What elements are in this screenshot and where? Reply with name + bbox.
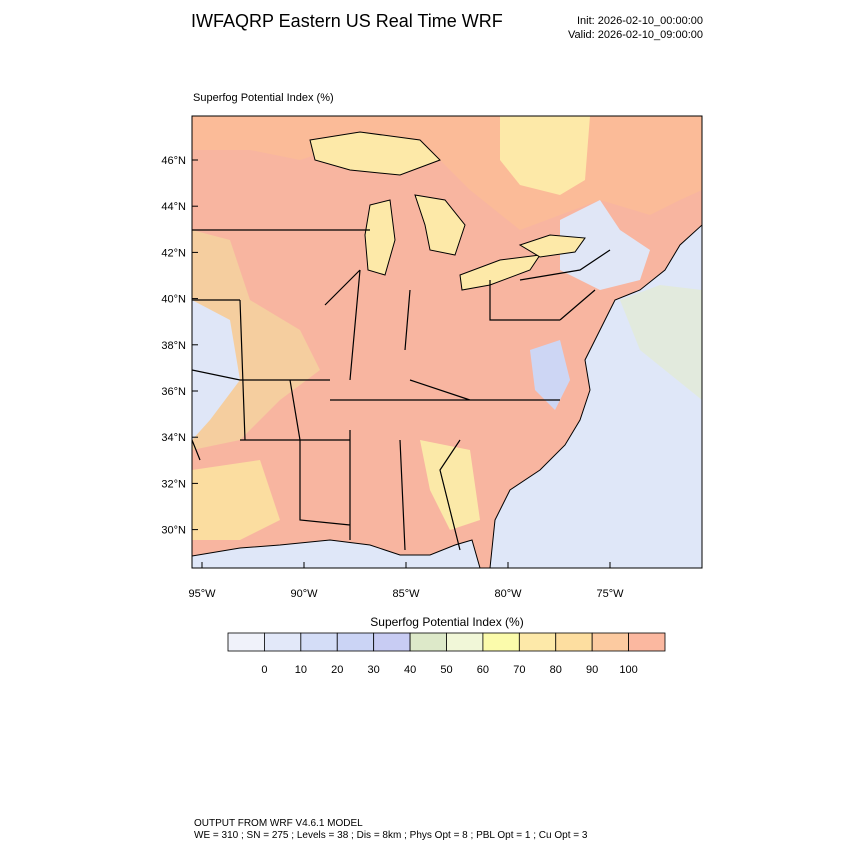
lon-tick-label: 90°W [290,588,318,600]
lat-tick-label: 44°N [161,201,186,213]
colorbar-label: 30 [368,664,380,676]
map [191,115,703,569]
colorbar-label: 70 [513,664,525,676]
colorbar-label: 90 [586,664,598,676]
lon-tick-label: 95°W [188,588,216,600]
map-label: Superfog Potential Index (%) [193,92,334,104]
lat-tick-label: 34°N [161,432,186,444]
colorbar-box [264,632,302,652]
lat-tick-label: 30°N [161,525,186,537]
yellow-patch [420,440,480,530]
lat-tick-label: 32°N [161,478,186,490]
colorbar-label: 80 [550,664,562,676]
init-time: Init: 2026-02-10_00:00:00 [577,15,703,27]
footer-line: OUTPUT FROM WRF V4.6.1 MODEL [194,818,363,829]
colorbar-box [518,632,557,652]
blue-patch [192,300,240,440]
colorbar-box [446,632,484,652]
canada-patch [500,116,590,195]
lake-michigan [364,199,396,276]
map-frame [191,115,703,569]
title: IWFAQRP Eastern US Real Time WRF [191,11,503,31]
lake-erie [459,254,542,291]
colorbar-box [628,632,666,652]
gulf [192,539,481,568]
lat-tick-label: 40°N [161,294,186,306]
blue-patch [530,340,570,410]
colorbar-label: 0 [261,664,267,676]
colorbar-label: 20 [331,664,343,676]
lat-tick-label: 38°N [161,340,186,352]
state-lines [192,229,611,551]
colorbar-box [555,632,593,652]
lake-huron [414,194,466,256]
blue-patch [560,200,650,290]
lat-tick-label: 36°N [161,386,186,398]
colorbar-box [591,632,629,652]
yellow-patch [192,460,280,540]
lake-ontario [518,234,586,258]
colorbar-box [409,632,447,652]
lon-tick-label: 75°W [596,588,624,600]
offshore-patch [620,285,702,400]
colorbar-label: 40 [404,664,416,676]
colorbar-title: Superfog Potential Index (%) [370,615,523,629]
colorbar-label: 50 [440,664,452,676]
colorbar-box [300,632,338,652]
colorbar-box [373,632,411,652]
lat-tick-label: 42°N [161,247,186,259]
colorbar-box [482,632,520,652]
lat-tick-label: 46°N [161,155,186,167]
valid-time: Valid: 2026-02-10_09:00:00 [568,29,703,41]
lake-superior [309,131,441,176]
lon-tick-label: 80°W [494,588,522,600]
lon-tick-label: 85°W [392,588,420,600]
colorbar-label: 100 [619,664,637,676]
colorbar-box [336,632,375,652]
footer-line: WE = 310 ; SN = 275 ; Levels = 38 ; Dis … [194,830,588,841]
colorbar-label: 60 [477,664,489,676]
colorbar-box [227,632,265,652]
colorbar-label: 10 [295,664,307,676]
